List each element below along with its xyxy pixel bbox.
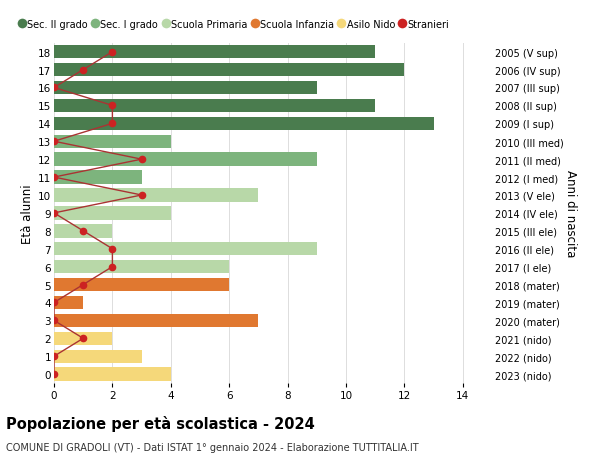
Bar: [54, 46, 375, 59]
Bar: [54, 332, 112, 345]
Bar: [54, 82, 317, 95]
Bar: [54, 260, 229, 274]
Bar: [54, 314, 259, 327]
Y-axis label: Anni di nascita: Anni di nascita: [565, 170, 577, 257]
Y-axis label: Età alunni: Età alunni: [21, 184, 34, 243]
Text: Popolazione per età scolastica - 2024: Popolazione per età scolastica - 2024: [6, 415, 315, 431]
Bar: [54, 350, 142, 363]
Bar: [54, 224, 112, 238]
Bar: [54, 189, 259, 202]
Bar: [54, 135, 171, 149]
Bar: [54, 171, 142, 185]
Bar: [54, 64, 404, 77]
Bar: [54, 278, 229, 291]
Bar: [54, 368, 171, 381]
Legend: Sec. II grado, Sec. I grado, Scuola Primaria, Scuola Infanzia, Asilo Nido, Stran: Sec. II grado, Sec. I grado, Scuola Prim…: [19, 20, 449, 29]
Text: COMUNE DI GRADOLI (VT) - Dati ISTAT 1° gennaio 2024 - Elaborazione TUTTITALIA.IT: COMUNE DI GRADOLI (VT) - Dati ISTAT 1° g…: [6, 442, 419, 452]
Bar: [54, 296, 83, 309]
Bar: [54, 207, 171, 220]
Bar: [54, 242, 317, 256]
Bar: [54, 118, 434, 131]
Bar: [54, 100, 375, 113]
Bar: [54, 153, 317, 167]
